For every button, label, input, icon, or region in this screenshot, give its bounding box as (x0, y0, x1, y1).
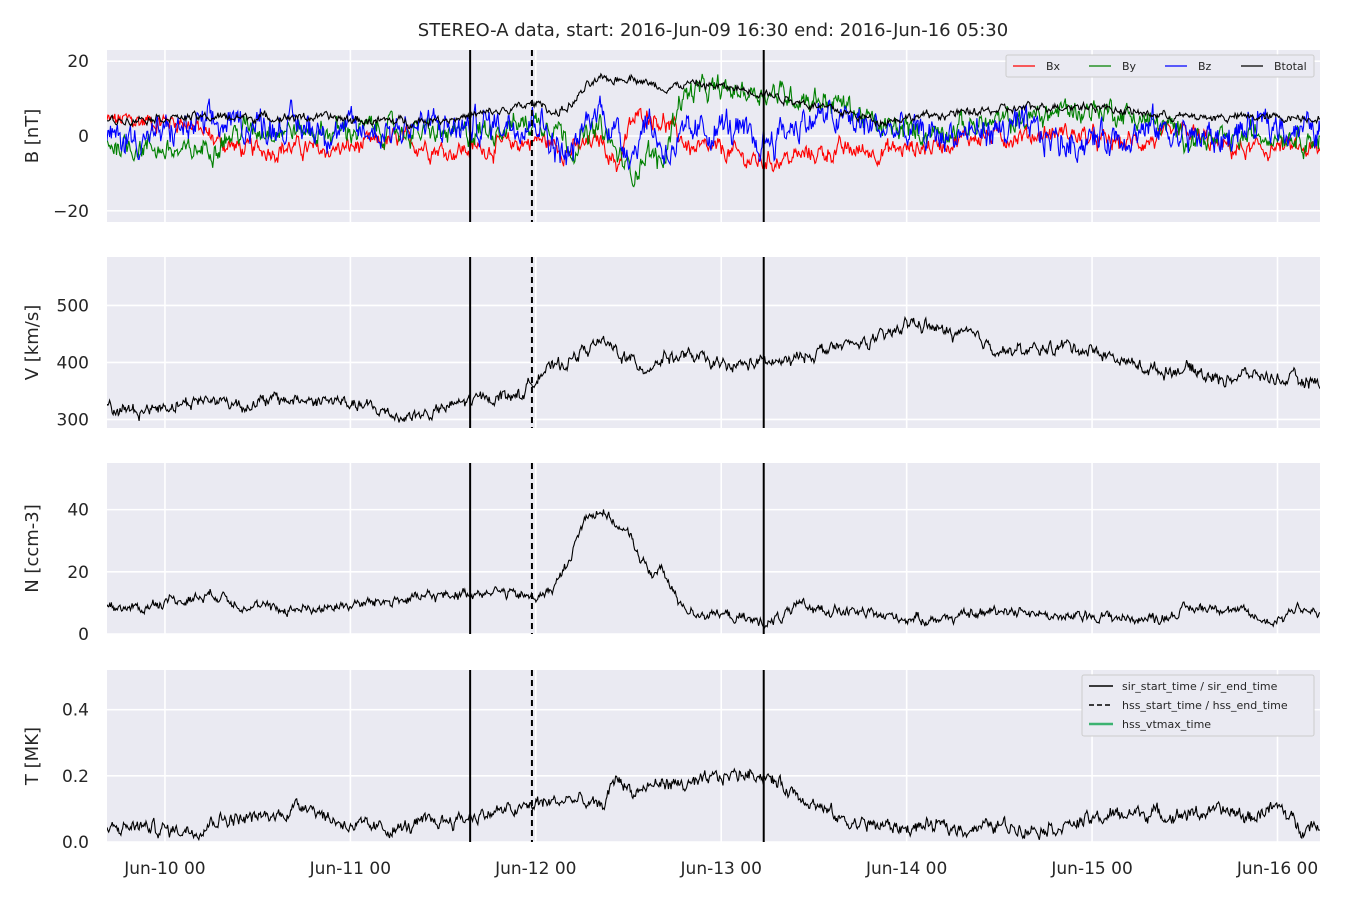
figure-title: STEREO-A data, start: 2016-Jun-09 16:30 … (418, 20, 1008, 41)
y-tick-label: 0.4 (62, 701, 89, 721)
legend-label: By (1122, 60, 1137, 73)
legend-label: hss_start_time / hss_end_time (1122, 699, 1288, 712)
panel-3: 0 20 40 N [ccm-3] (22, 463, 1320, 645)
y-tick-label: 40 (67, 501, 89, 521)
series-line-p4 (107, 767, 1320, 842)
y-tick-label: 0 (78, 625, 89, 645)
y-tick-label: 400 (57, 353, 89, 373)
plot-area (107, 463, 1320, 634)
x-tick-label: Jun-14 00 (865, 859, 947, 879)
y-tick-label: 0.0 (62, 833, 89, 853)
y-tick-label: 20 (67, 52, 89, 72)
series-line-bz (107, 95, 1320, 171)
y-tick-label: 300 (57, 410, 89, 430)
legend-label: Bx (1046, 60, 1061, 73)
series-line-p2 (107, 315, 1320, 423)
panel-2: 300 400 500 V [km/s] (22, 257, 1320, 430)
y-axis-label: T [MK] (22, 727, 43, 786)
y-axis-label: N [ccm-3] (22, 504, 43, 593)
panel-1: −20 0 20 B [nT] Bx By Bz Btotal (22, 50, 1320, 222)
y-axis-label: V [km/s] (22, 305, 43, 380)
legend-label: Btotal (1274, 60, 1307, 73)
legend-label: hss_vtmax_time (1122, 718, 1211, 731)
y-tick-label: −20 (53, 202, 89, 222)
legend-label: Bz (1198, 60, 1212, 73)
series-line-p3 (107, 509, 1320, 629)
x-tick-label: Jun-15 00 (1050, 859, 1132, 879)
y-tick-label: 0.2 (62, 767, 89, 787)
y-tick-label: 0 (78, 127, 89, 147)
x-tick-label: Jun-10 00 (123, 859, 205, 879)
legend-box (1005, 54, 1315, 78)
series-line-btotal (107, 72, 1320, 130)
x-tick-label: Jun-16 00 (1236, 859, 1318, 879)
legend-box (1081, 674, 1315, 737)
y-axis-label: B [nT] (22, 109, 43, 164)
y-tick-label: 500 (57, 296, 89, 316)
x-tick-label: Jun-12 00 (494, 859, 576, 879)
y-tick-label: 20 (67, 563, 89, 583)
panel-4: 0.0 0.2 0.4 T [MK] sir_start_time / sir_end_… (22, 670, 1320, 879)
x-tick-label: Jun-11 00 (309, 859, 391, 879)
legend-label: sir_start_time / sir_end_time (1122, 680, 1278, 693)
x-tick-label: Jun-13 00 (680, 859, 762, 879)
